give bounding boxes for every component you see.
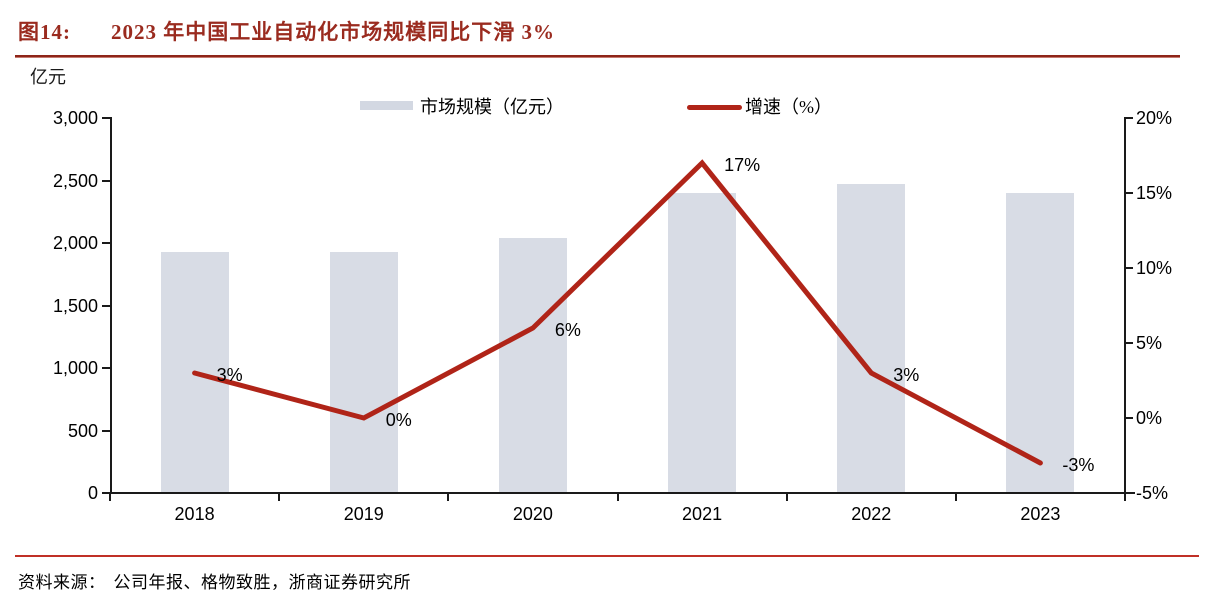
- x-axis-tick: [109, 493, 111, 501]
- right-axis-tick-label: 10%: [1136, 258, 1173, 278]
- right-axis-tick: [1125, 417, 1133, 419]
- bar-2021: [668, 193, 737, 493]
- left-axis-tick: [102, 304, 110, 307]
- growth-line: [192, 159, 1043, 466]
- left-axis-tick: [102, 367, 110, 369]
- bottom-axis-line: [110, 492, 1135, 494]
- legend-line-label: 增速（%）: [745, 97, 832, 117]
- left-axis-tick-label: 2,500: [52, 170, 98, 191]
- right-axis-tick-label: -5%: [1136, 483, 1169, 503]
- right-axis-tick: [1125, 117, 1133, 119]
- left-axis-line: [110, 117, 112, 494]
- x-axis-label-2022: 2022: [851, 504, 892, 524]
- right-axis-tick: [1125, 267, 1133, 269]
- legend-bar-label: 市场规模（亿元）: [420, 97, 564, 117]
- left-axis-tick: [102, 492, 110, 494]
- x-axis-label-2019: 2019: [343, 504, 384, 524]
- title-divider: [15, 55, 1180, 58]
- left-axis-tick: [102, 179, 110, 182]
- line-point-label-2020: 6%: [554, 320, 581, 340]
- left-axis-tick: [102, 429, 110, 432]
- source-divider: [15, 555, 1199, 557]
- x-axis-tick: [447, 493, 450, 501]
- bar-2019: [329, 251, 398, 493]
- left-axis-tick: [102, 242, 110, 244]
- right-axis-tick-label: 20%: [1136, 108, 1173, 128]
- x-axis-tick: [278, 493, 281, 501]
- x-axis-label-2018: 2018: [174, 504, 215, 524]
- right-axis-tick: [1125, 192, 1133, 194]
- x-axis-tick: [785, 493, 788, 501]
- bar-2023: [1006, 193, 1075, 493]
- figure-title: 2023 年中国工业自动化市场规模同比下滑 3%: [111, 20, 555, 44]
- line-point-label-2018: 3%: [216, 365, 243, 385]
- line-point-label-2021: 17%: [724, 155, 761, 175]
- x-axis-tick: [1124, 493, 1126, 501]
- figure-number: 图14:: [18, 20, 71, 44]
- source-label: 资料来源：: [18, 573, 106, 592]
- left-axis-tick-label: 1,500: [52, 295, 98, 316]
- source-note: 资料来源： 公司年报、格物致胜，浙商证券研究所: [18, 568, 411, 593]
- left-axis-tick: [102, 117, 110, 119]
- right-axis-tick: [1125, 492, 1133, 494]
- left-axis-tick-label: 2,000: [52, 233, 98, 253]
- bar-2022: [837, 184, 906, 493]
- right-axis-tick-label: 5%: [1136, 333, 1163, 353]
- x-axis-label-2023: 2023: [1020, 504, 1061, 524]
- left-axis-tick-label: 1,000: [52, 358, 98, 378]
- left-axis-unit-label: 亿元: [30, 67, 66, 87]
- x-axis-label-2020: 2020: [512, 504, 553, 524]
- legend-bar-swatch: [360, 101, 413, 110]
- right-axis-tick-label: 0%: [1136, 408, 1163, 428]
- source-text: 公司年报、格物致胜，浙商证券研究所: [113, 573, 411, 592]
- x-axis-label-2021: 2021: [682, 504, 723, 524]
- line-point-label-2019: 0%: [385, 410, 412, 430]
- line-point-label-2022: 3%: [893, 365, 920, 385]
- line-point-label-2023: -3%: [1062, 455, 1095, 475]
- left-axis-tick-label: 3,000: [52, 108, 98, 128]
- left-axis-tick-label: 0: [87, 483, 98, 503]
- right-axis-line: [1124, 117, 1126, 494]
- bar-2020: [498, 238, 567, 493]
- left-axis-tick-label: 500: [67, 420, 98, 441]
- right-axis-tick: [1125, 342, 1133, 344]
- right-axis-tick-label: 15%: [1136, 183, 1173, 203]
- figure-title-row: 图14: 2023 年中国工业自动化市场规模同比下滑 3%: [18, 16, 555, 46]
- x-axis-tick: [954, 493, 957, 501]
- x-axis-tick: [616, 493, 619, 501]
- legend-line-swatch: [687, 105, 742, 110]
